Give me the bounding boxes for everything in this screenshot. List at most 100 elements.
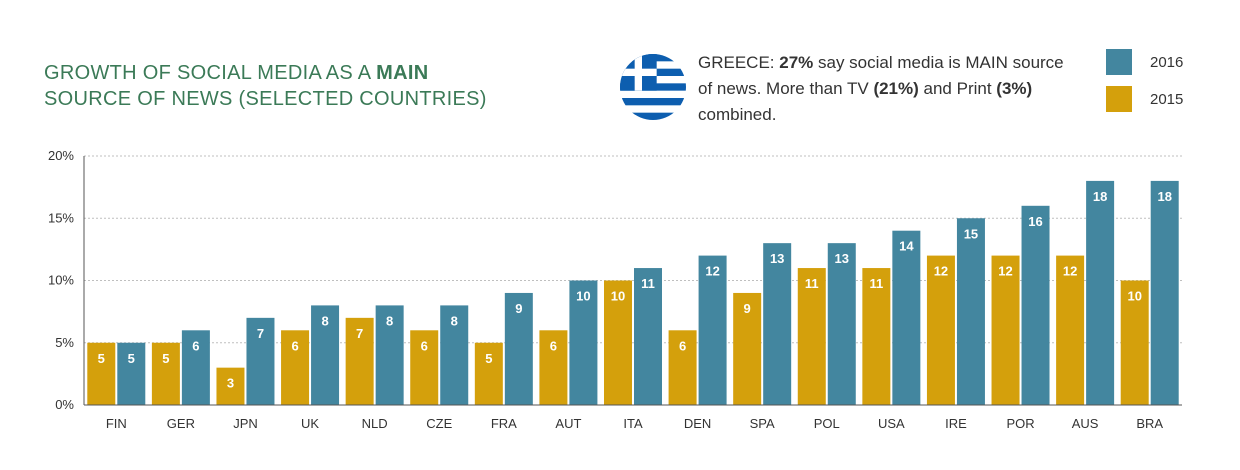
- legend-item-2016: 2016: [1106, 49, 1183, 75]
- x-category-label: POL: [814, 416, 840, 431]
- x-category-label: UK: [301, 416, 319, 431]
- bar-value-label: 12: [1063, 264, 1077, 279]
- bar-value-label: 18: [1157, 189, 1171, 204]
- bar-2016-ger: [181, 330, 210, 405]
- bar-value-label: 5: [98, 351, 105, 366]
- bar-value-label: 6: [679, 338, 686, 353]
- bar-2016-jpn: [246, 317, 275, 405]
- x-category-label: FRA: [491, 416, 517, 431]
- x-category-label: AUT: [555, 416, 581, 431]
- bar-value-label: 11: [641, 276, 655, 291]
- bar-value-label: 5: [162, 351, 169, 366]
- y-tick-label: 5%: [55, 335, 74, 350]
- bar-2016-den: [698, 255, 727, 405]
- y-tick-label: 20%: [48, 148, 74, 163]
- bar-value-label: 13: [770, 251, 784, 266]
- bar-2016-fin: [117, 342, 146, 405]
- bar-2016-ita: [634, 268, 662, 405]
- bar-2015-den: [668, 330, 697, 405]
- bar-value-label: 13: [835, 251, 849, 266]
- bar-2016-aus: [1086, 180, 1115, 405]
- x-category-label: GER: [167, 416, 195, 431]
- bar-value-label: 3: [227, 376, 234, 391]
- bar-2016-pol: [827, 243, 856, 405]
- bar-value-label: 9: [515, 301, 522, 316]
- bar-value-label: 10: [611, 289, 625, 304]
- bar-2015-ita: [604, 280, 632, 405]
- bar-value-label: 7: [257, 326, 264, 341]
- y-tick-label: 15%: [48, 210, 74, 225]
- bar-2015-aut: [539, 330, 568, 405]
- title-emphasis: MAIN: [376, 62, 429, 84]
- bar-value-label: 9: [744, 301, 751, 316]
- bar-value-label: 11: [869, 276, 883, 291]
- bar-2015-fra: [474, 342, 503, 405]
- bar-value-label: 16: [1028, 214, 1042, 229]
- x-category-label: POR: [1006, 416, 1034, 431]
- x-category-label: NLD: [362, 416, 388, 431]
- legend-swatch-2015: [1106, 86, 1132, 112]
- bar-2016-fra: [504, 292, 533, 405]
- legend-label-2015: 2015: [1150, 90, 1184, 108]
- title-line-2: SOURCE OF NEWS (SELECTED COUNTRIES): [44, 88, 487, 110]
- x-category-label: DEN: [684, 416, 711, 431]
- bar-2015-por: [991, 255, 1020, 405]
- bar-value-label: 14: [899, 239, 914, 254]
- x-category-label: FIN: [106, 416, 127, 431]
- bar-2015-usa: [862, 268, 891, 405]
- greece-callout: GREECE: 27% say social media is MAIN sou…: [698, 53, 1064, 124]
- bar-2016-uk: [311, 305, 340, 405]
- bar-2015-uk: [281, 330, 310, 405]
- bar-2016-por: [1021, 205, 1050, 405]
- bar-value-label: 6: [291, 338, 298, 353]
- bar-value-label: 15: [964, 226, 978, 241]
- bar-2015-cze: [410, 330, 439, 405]
- title-line-1: GROWTH OF SOCIAL MEDIA AS A MAIN: [44, 62, 429, 84]
- bar-value-label: 6: [550, 338, 557, 353]
- bar-value-label: 12: [934, 264, 948, 279]
- bar-2016-spa: [763, 243, 792, 405]
- bar-value-label: 5: [128, 351, 135, 366]
- bar-2015-ger: [151, 342, 180, 405]
- bar-2015-nld: [345, 317, 374, 405]
- bar-value-label: 12: [705, 264, 719, 279]
- bar-2016-cze: [440, 305, 469, 405]
- bar-value-label: 5: [485, 351, 492, 366]
- bar-value-label: 6: [192, 338, 199, 353]
- bar-value-label: 18: [1093, 189, 1107, 204]
- x-category-label: ITA: [623, 416, 643, 431]
- greece-flag-icon: [620, 54, 686, 120]
- bar-value-label: 8: [451, 313, 458, 328]
- bar-value-label: 10: [1127, 289, 1141, 304]
- bar-2015-aus: [1056, 255, 1085, 405]
- bar-2016-nld: [375, 305, 404, 405]
- legend-item-2015: 2015: [1106, 86, 1183, 112]
- bar-value-label: 7: [356, 326, 363, 341]
- bar-2016-ire: [956, 218, 985, 405]
- bar-2015-ire: [926, 255, 955, 405]
- x-category-label: AUS: [1072, 416, 1099, 431]
- bar-value-label: 10: [576, 289, 590, 304]
- y-tick-label: 0%: [55, 397, 74, 412]
- legend-swatch-2016: [1106, 49, 1132, 75]
- bar-2016-usa: [892, 230, 921, 405]
- bar-2015-bra: [1120, 280, 1149, 405]
- bar-2016-bra: [1150, 180, 1179, 405]
- bar-2015-fin: [87, 342, 116, 405]
- bar-2016-aut: [569, 280, 598, 405]
- bar-value-label: 8: [321, 313, 328, 328]
- bar-2015-jpn: [216, 367, 245, 405]
- x-category-label: SPA: [750, 416, 775, 431]
- bar-value-label: 12: [998, 264, 1012, 279]
- bar-value-label: 8: [386, 313, 393, 328]
- x-category-label: IRE: [945, 416, 967, 431]
- x-category-label: JPN: [233, 416, 258, 431]
- bar-value-label: 6: [421, 338, 428, 353]
- legend-label-2016: 2016: [1150, 53, 1184, 71]
- bar-2015-pol: [797, 268, 826, 405]
- bar-value-label: 11: [805, 276, 819, 291]
- x-category-label: USA: [878, 416, 905, 431]
- chart-title: GROWTH OF SOCIAL MEDIA AS A MAIN SOURCE …: [44, 60, 487, 112]
- y-tick-label: 10%: [48, 273, 74, 288]
